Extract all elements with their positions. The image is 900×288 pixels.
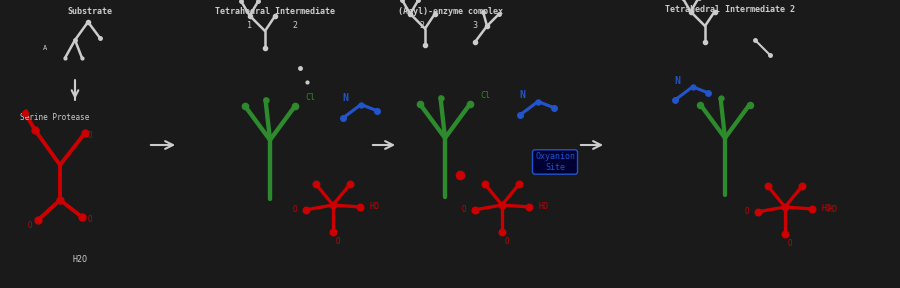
Text: H2O: H2O (73, 255, 87, 264)
Text: O: O (27, 221, 32, 230)
Text: HO: HO (828, 206, 838, 215)
Text: Serine Protease: Serine Protease (20, 113, 89, 122)
Text: N: N (343, 93, 348, 103)
Text: Substrate: Substrate (68, 7, 112, 16)
Text: A: A (43, 45, 47, 51)
Text: 1: 1 (248, 20, 253, 29)
Text: (Acyl)-enzyme complex: (Acyl)-enzyme complex (398, 7, 502, 16)
Text: O: O (88, 215, 93, 225)
Text: O: O (462, 205, 466, 214)
Text: 3: 3 (472, 20, 478, 29)
Text: Oxyanion
Site: Oxyanion Site (535, 152, 575, 172)
Text: Tetrahedral Intermediate: Tetrahedral Intermediate (215, 7, 335, 16)
Text: O: O (292, 205, 297, 214)
Text: N: N (520, 90, 526, 100)
Text: O: O (336, 237, 340, 246)
Text: O: O (788, 238, 793, 248)
Text: Cl: Cl (480, 92, 490, 101)
Text: HO: HO (538, 202, 548, 211)
Text: O: O (23, 109, 28, 118)
Text: O: O (88, 130, 93, 139)
Text: O: O (744, 207, 749, 216)
Text: HO: HO (369, 202, 379, 211)
Text: O: O (505, 237, 509, 246)
Text: Tetrahedral Intermediate 2: Tetrahedral Intermediate 2 (665, 5, 795, 14)
Text: N: N (675, 76, 680, 86)
Text: 2: 2 (419, 20, 425, 29)
Text: Cl: Cl (305, 94, 315, 103)
Text: HO: HO (821, 204, 831, 213)
Text: 2: 2 (292, 20, 298, 29)
